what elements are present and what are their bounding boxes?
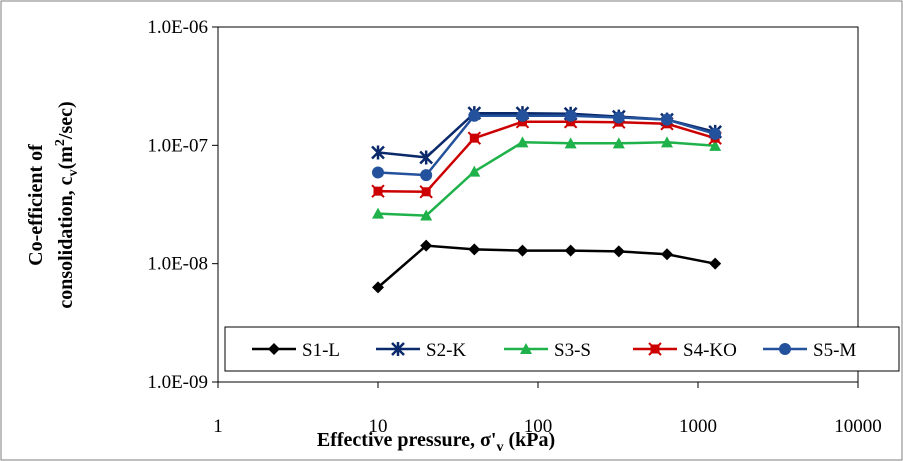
series-s1-l xyxy=(372,239,722,294)
legend-item: S2-K xyxy=(376,340,466,361)
data-point xyxy=(420,209,433,221)
legend-item: S3-S xyxy=(504,340,591,361)
data-point xyxy=(372,166,384,179)
data-point xyxy=(660,248,673,261)
legend-marker xyxy=(648,342,662,356)
data-point xyxy=(516,109,529,122)
x-tick-label: 1000 xyxy=(679,416,717,437)
x-axis-label: Effective pressure, σ'v (kPa) xyxy=(317,429,555,455)
data-point xyxy=(612,137,625,149)
y-axis-label-line2: consolidation, cv(m2/sec) xyxy=(53,101,81,308)
series-s3-s xyxy=(372,136,722,221)
data-point xyxy=(516,136,529,148)
y-tick-label: 1.0E-07 xyxy=(147,135,208,156)
x-tick-label: 10 xyxy=(369,416,388,437)
data-point xyxy=(564,137,577,149)
series-line xyxy=(377,141,716,217)
data-point xyxy=(612,111,625,124)
y-axis: 1.0E-09 1.0E-08 1.0E-07 1.0E-06 xyxy=(147,17,218,393)
data-point xyxy=(468,109,481,122)
data-point xyxy=(467,131,482,145)
series-line xyxy=(377,244,716,289)
series-s5-m xyxy=(372,109,722,182)
data-point xyxy=(420,169,433,182)
data-point xyxy=(564,244,577,257)
y-tick-label: 1.0E-08 xyxy=(147,254,208,275)
series-line xyxy=(377,120,716,194)
y-axis-label-line1: Co-efficient of xyxy=(25,144,47,266)
y-tick-label: 1.0E-09 xyxy=(147,372,208,393)
series-line xyxy=(377,114,716,177)
data-point xyxy=(419,185,433,199)
legend-item: S5-M xyxy=(763,340,856,361)
x-tick-label: 100 xyxy=(524,416,553,437)
data-point xyxy=(516,244,529,257)
legend-marker xyxy=(779,343,791,355)
series-layer xyxy=(371,106,723,294)
x-axis: 1 10 100 1000 10000 xyxy=(213,382,882,437)
data-point xyxy=(372,207,384,219)
data-point xyxy=(660,136,673,148)
legend-marker xyxy=(520,343,532,354)
legend-label: S1-L xyxy=(302,340,340,361)
data-point xyxy=(564,109,577,122)
legend-label: S2-K xyxy=(426,340,466,361)
data-point xyxy=(371,145,385,160)
data-point xyxy=(660,113,673,126)
legend: S1-L S2-K S3-S S4-KO S5-M xyxy=(252,340,856,361)
legend-item: S4-KO xyxy=(633,340,737,361)
data-point xyxy=(419,150,434,165)
x-tick-label: 10000 xyxy=(834,416,882,437)
legend-label: S3-S xyxy=(554,340,591,361)
legend-label: S4-KO xyxy=(683,340,737,361)
legend-marker xyxy=(391,342,405,356)
x-tick-label: 1 xyxy=(213,416,223,437)
data-point xyxy=(709,127,722,140)
data-point xyxy=(468,243,481,256)
data-point xyxy=(709,257,722,270)
data-point xyxy=(709,139,722,151)
y-tick-label: 1.0E-06 xyxy=(147,17,208,38)
legend-item: S1-L xyxy=(252,340,340,361)
data-point xyxy=(612,245,625,258)
data-point xyxy=(371,184,385,198)
legend-marker xyxy=(268,343,280,355)
data-point xyxy=(372,281,384,294)
legend-label: S5-M xyxy=(813,340,856,361)
data-point xyxy=(420,239,433,252)
data-point xyxy=(468,165,481,177)
